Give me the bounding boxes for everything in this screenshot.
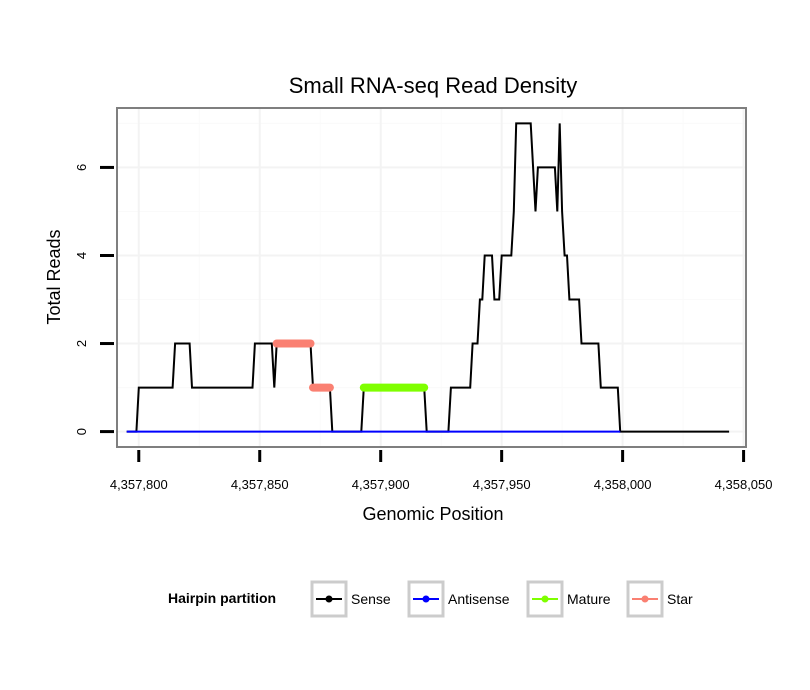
y-axis: 0 2 4 6 [74, 164, 114, 435]
legend-label-antisense: Antisense [448, 591, 510, 607]
legend-label-star: Star [667, 591, 693, 607]
x-axis-title: Genomic Position [362, 504, 503, 524]
x-tick-label: 4,357,950 [473, 477, 531, 492]
legend-swatch-point-sense [325, 595, 333, 603]
x-tick-label: 4,357,800 [110, 477, 168, 492]
y-axis-title: Total Reads [44, 229, 64, 324]
legend-swatch-point-mature [541, 595, 549, 603]
chart-title: Small RNA-seq Read Density [289, 73, 578, 98]
x-axis: 4,357,800 4,357,850 4,357,900 4,357,950 4,35… [110, 450, 773, 492]
legend-label-sense: Sense [351, 591, 391, 607]
data-series [126, 122, 730, 433]
y-tick-label: 0 [74, 428, 89, 435]
y-tick-label: 4 [74, 252, 89, 259]
legend-label-mature: Mature [567, 591, 611, 607]
x-tick-label: 4,357,900 [352, 477, 410, 492]
legend: Hairpin partition Sense Antisense Mature St… [168, 580, 693, 618]
plot-panel [116, 107, 747, 448]
plot-background [117, 108, 746, 447]
legend-title: Hairpin partition [168, 590, 276, 606]
plot-border [116, 107, 747, 448]
legend-swatch-point-antisense [422, 595, 430, 603]
x-tick-label: 4,357,850 [231, 477, 289, 492]
y-tick-label: 2 [74, 340, 89, 347]
x-tick-label: 4,358,050 [715, 477, 773, 492]
y-tick-label: 6 [74, 164, 89, 171]
series-line-sense [126, 122, 730, 433]
x-tick-label: 4,358,000 [594, 477, 652, 492]
legend-swatch-point-star [641, 595, 649, 603]
